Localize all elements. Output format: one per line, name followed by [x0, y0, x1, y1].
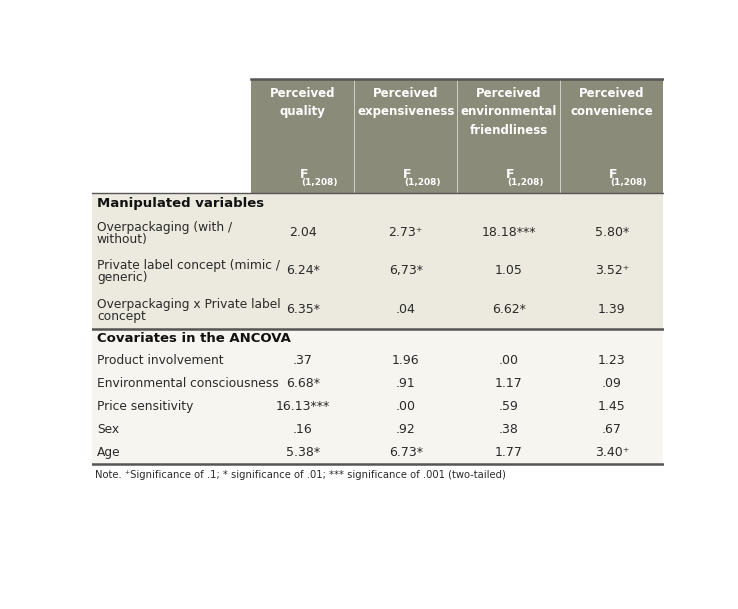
Text: 1.45: 1.45	[598, 400, 626, 413]
Text: 1.77: 1.77	[495, 446, 523, 459]
Text: 1.39: 1.39	[598, 303, 626, 316]
Text: 18.18***: 18.18***	[482, 226, 536, 239]
Text: .00: .00	[396, 400, 415, 413]
Text: Price sensitivity: Price sensitivity	[97, 400, 193, 413]
Text: Perceived
expensiveness: Perceived expensiveness	[357, 87, 455, 118]
Text: Overpackaging (with /: Overpackaging (with /	[97, 220, 232, 234]
Text: .37: .37	[293, 354, 313, 367]
Text: Environmental consciousness: Environmental consciousness	[97, 377, 279, 390]
Text: 6.62*: 6.62*	[492, 303, 525, 316]
Text: 5.38*: 5.38*	[286, 446, 320, 459]
Text: concept: concept	[97, 310, 146, 323]
Text: Age: Age	[97, 446, 120, 459]
Text: 2.73⁺: 2.73⁺	[388, 226, 423, 239]
Text: .04: .04	[396, 303, 415, 316]
Text: Perceived
convenience: Perceived convenience	[570, 87, 653, 118]
Bar	[251, 79, 663, 193]
Text: Manipulated variables: Manipulated variables	[97, 197, 264, 209]
Text: 6.35*: 6.35*	[286, 303, 320, 316]
Text: 2.04: 2.04	[289, 226, 317, 239]
Text: .16: .16	[293, 423, 312, 436]
Text: .59: .59	[499, 400, 519, 413]
Text: 1.23: 1.23	[598, 354, 626, 367]
Bar	[92, 329, 663, 464]
Text: .09: .09	[602, 377, 622, 390]
Text: 6.68*: 6.68*	[286, 377, 320, 390]
Text: .91: .91	[396, 377, 415, 390]
Text: Perceived
environmental
friendliness: Perceived environmental friendliness	[461, 87, 557, 137]
Text: 6,73*: 6,73*	[389, 264, 423, 278]
Text: F: F	[300, 168, 308, 181]
Text: Overpackaging x Private label: Overpackaging x Private label	[97, 298, 280, 311]
Text: without): without)	[97, 233, 148, 246]
Text: Note. ⁺Significance of .1; * significance of .01; *** significance of .001 (two-: Note. ⁺Significance of .1; * significanc…	[95, 470, 506, 481]
Text: 16.13***: 16.13***	[275, 400, 330, 413]
Text: (1,208): (1,208)	[507, 178, 544, 187]
Bar	[92, 193, 663, 329]
Text: F: F	[506, 168, 514, 181]
Text: .92: .92	[396, 423, 415, 436]
Text: generic): generic)	[97, 272, 148, 284]
Text: 3.52⁺: 3.52⁺	[595, 264, 629, 278]
Text: .00: .00	[499, 354, 519, 367]
Text: Product involvement: Product involvement	[97, 354, 224, 367]
Text: .38: .38	[499, 423, 519, 436]
Text: 1.05: 1.05	[495, 264, 523, 278]
Text: (1,208): (1,208)	[404, 178, 441, 187]
Text: Perceived
quality: Perceived quality	[270, 87, 335, 118]
Text: Sex: Sex	[97, 423, 119, 436]
Text: 3.40⁺: 3.40⁺	[595, 446, 629, 459]
Text: Covariates in the ANCOVA: Covariates in the ANCOVA	[97, 333, 291, 345]
Text: 1.17: 1.17	[495, 377, 523, 390]
Text: 6.24*: 6.24*	[286, 264, 320, 278]
Text: Private label concept (mimic /: Private label concept (mimic /	[97, 259, 280, 272]
Text: 1.96: 1.96	[392, 354, 419, 367]
Text: (1,208): (1,208)	[610, 178, 646, 187]
Text: F: F	[403, 168, 411, 181]
Text: (1,208): (1,208)	[301, 178, 337, 187]
Text: F: F	[609, 168, 617, 181]
Text: 6.73*: 6.73*	[389, 446, 423, 459]
Text: .67: .67	[602, 423, 622, 436]
Text: 5.80*: 5.80*	[595, 226, 629, 239]
